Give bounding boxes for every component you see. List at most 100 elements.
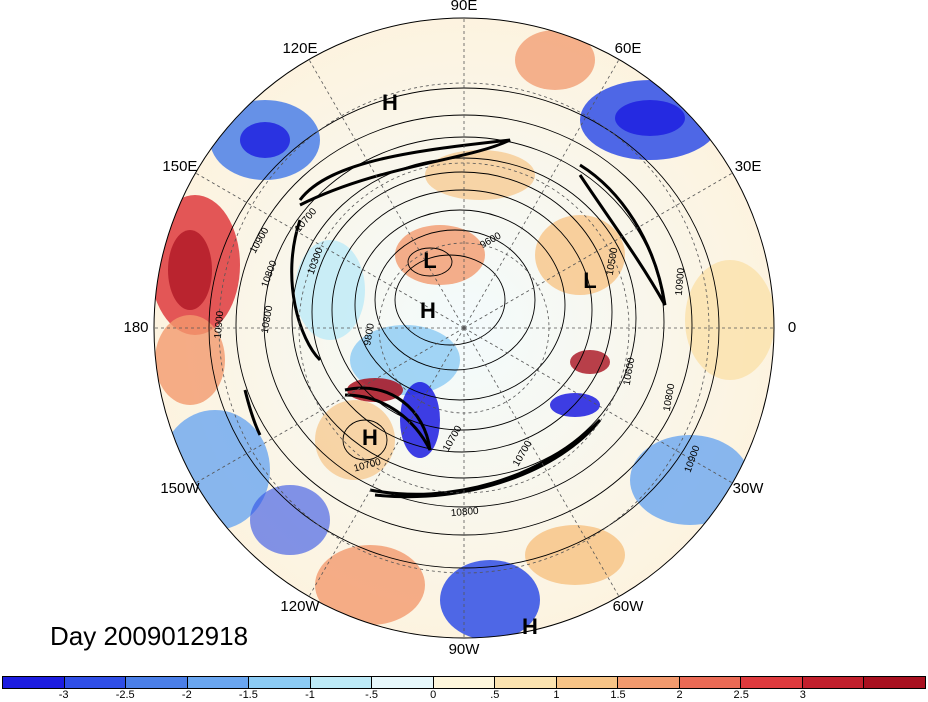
- colorbar-tick-label: 0: [430, 689, 437, 701]
- jet-streaks: [243, 138, 667, 499]
- colorbar-swatch: [556, 677, 619, 688]
- anomaly-blob: [425, 150, 535, 200]
- colorbar-tick-label: .5: [490, 689, 500, 701]
- longitude-label: 30W: [732, 480, 764, 497]
- colorbar-swatch: [187, 677, 250, 688]
- colorbar-swatch: [3, 677, 65, 688]
- meridians: [154, 18, 774, 638]
- longitude-label: 60W: [612, 597, 644, 615]
- height-contour: [394, 254, 506, 346]
- height-contour: [342, 419, 388, 461]
- colorbar-tick-label: -2.5: [115, 689, 135, 701]
- meridian-line: [195, 172, 465, 329]
- anomaly-blob: [315, 400, 395, 480]
- meridian-line: [463, 172, 733, 329]
- height-contour: [407, 247, 453, 277]
- meridian-line: [463, 327, 620, 597]
- colorbar-tick-label: 2.5: [733, 689, 749, 701]
- colorbar-swatch: [802, 677, 865, 688]
- colorbar-tick-label: 2: [676, 689, 683, 701]
- anomaly-blob: [525, 525, 625, 585]
- colorbar-tick-label: -1: [305, 689, 315, 701]
- colorbar-swatch: [741, 677, 803, 688]
- contour-value-label: 10600: [622, 356, 638, 386]
- height-contour: [374, 229, 536, 371]
- low-pressure-label: L: [583, 268, 596, 293]
- contour-value-label: 10900: [674, 267, 687, 296]
- anomaly-blob: [515, 30, 595, 90]
- anomaly-blob: [550, 393, 600, 417]
- longitude-label: 60E: [614, 40, 642, 58]
- longitude-label: 120E: [282, 40, 318, 58]
- jet-streak: [578, 163, 667, 306]
- longitude-label: 120W: [280, 597, 320, 615]
- colorbar-swatch: [310, 677, 373, 688]
- contour-value-label: 10500: [605, 246, 621, 276]
- colorbar-tick-label: 1.5: [610, 689, 626, 701]
- meridian-line: [308, 327, 465, 597]
- anomaly-blob: [240, 122, 290, 158]
- anomaly-blob: [685, 260, 774, 380]
- high-pressure-label: H: [362, 425, 378, 450]
- colorbar-swatch: [433, 677, 496, 688]
- longitude-label: 150W: [160, 480, 200, 497]
- anomaly-blob: [535, 215, 625, 295]
- colorbar: [2, 676, 926, 689]
- longitude-label: 0: [787, 319, 797, 336]
- height-contour: [311, 171, 613, 453]
- colorbar-tick-label: -3: [58, 689, 69, 701]
- colorbar-swatch: [372, 677, 434, 688]
- anomaly-blob: [295, 240, 365, 340]
- colorbar-tick-label: -2: [181, 689, 192, 701]
- longitude-label: 30E: [734, 158, 762, 175]
- jet-streak: [290, 219, 322, 362]
- high-pressure-label: H: [382, 90, 398, 115]
- colorbar-swatch: [864, 677, 925, 688]
- anomaly-blob: [440, 560, 540, 638]
- anomaly-blob: [155, 315, 225, 405]
- meridian-line: [308, 59, 465, 329]
- anomaly-blob: [395, 225, 485, 285]
- contour-value-label: 10800: [450, 506, 479, 519]
- colorbar-swatch: [495, 677, 557, 688]
- contour-value-label: 9800: [362, 322, 377, 346]
- graticule: [154, 18, 774, 638]
- contour-value-label: 10900: [213, 310, 226, 339]
- day-label: Day 2009012918: [50, 621, 249, 651]
- longitude-label: 90W: [448, 641, 480, 658]
- high-pressure-label: H: [420, 298, 436, 323]
- colorbar-tick-label: -.5: [365, 689, 379, 701]
- height-contour: [263, 136, 665, 508]
- anomaly-blob: [570, 350, 610, 374]
- contour-value-label: 10800: [662, 382, 678, 412]
- longitude-label: 90E: [450, 0, 478, 14]
- jet-streak: [298, 138, 511, 207]
- colorbar-swatch: [249, 677, 311, 688]
- colorbar-swatch: [679, 677, 742, 688]
- contour-value-label: 10800: [260, 304, 276, 334]
- anomaly-blob: [168, 230, 212, 310]
- longitude-label: 150E: [162, 158, 198, 175]
- longitude-label: 180: [123, 319, 149, 336]
- high-pressure-label: H: [522, 614, 538, 639]
- colorbar-swatch: [64, 677, 127, 688]
- colorbar-swatch: [618, 677, 680, 688]
- anomaly-blob: [615, 100, 685, 136]
- jet-streak: [243, 389, 262, 436]
- meridian-line: [463, 327, 733, 484]
- colorbar-swatch: [126, 677, 188, 688]
- low-pressure-label: L: [423, 248, 436, 273]
- height-contour: [331, 189, 593, 431]
- jet-streak: [344, 386, 432, 451]
- height-contour: [354, 209, 566, 401]
- colorbar-tick-label: 3: [799, 689, 806, 701]
- colorbar-tick-label: -1.5: [238, 689, 258, 701]
- map-boundary: [153, 17, 775, 639]
- anomaly-blob: [315, 545, 425, 625]
- anomaly-blob: [250, 485, 330, 555]
- meridian-line: [463, 59, 620, 329]
- colorbar-tick-labels: -3 -2.5 -2 -1.5 -1 -.5 0 .5 1 1.5 2 2.5 3: [2, 689, 926, 702]
- meridian-line: [195, 327, 465, 484]
